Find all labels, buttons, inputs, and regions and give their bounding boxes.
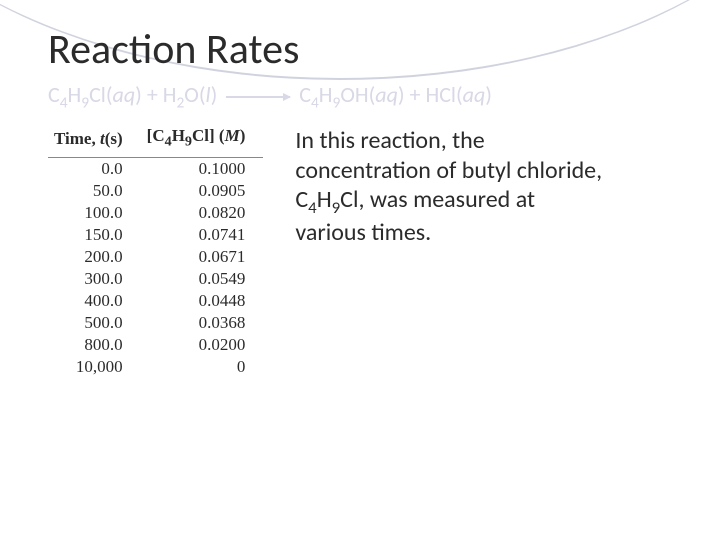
col1-prefix: Time, bbox=[54, 129, 100, 148]
cell-time: 400.0 bbox=[48, 290, 141, 312]
col2-mid: H bbox=[172, 126, 185, 145]
eq-rhs1: C4H9OH(aq) bbox=[299, 81, 404, 108]
table-row: 50.00.0905 bbox=[48, 180, 263, 202]
cell-conc: 0.0820 bbox=[141, 202, 264, 224]
cell-time: 50.0 bbox=[48, 180, 141, 202]
eq-plus2: + bbox=[410, 81, 426, 108]
cell-conc: 0.0200 bbox=[141, 334, 264, 356]
table-header-row: Time, t(s) [C4H9Cl] (M) bbox=[48, 122, 263, 157]
cell-conc: 0.0905 bbox=[141, 180, 264, 202]
eq-lhs2: H2O(l) bbox=[163, 81, 218, 108]
cell-conc: 0.0448 bbox=[141, 290, 264, 312]
cell-time: 200.0 bbox=[48, 246, 141, 268]
table-row: 0.00.1000 bbox=[48, 157, 263, 180]
data-table: Time, t(s) [C4H9Cl] (M) 0.00.100050.00.0… bbox=[48, 122, 263, 377]
cell-conc: 0.0741 bbox=[141, 224, 264, 246]
desc-s1: 4 bbox=[308, 197, 317, 218]
desc-p2: H bbox=[317, 185, 332, 214]
col2-unit: M bbox=[225, 126, 240, 145]
table-row: 500.00.0368 bbox=[48, 312, 263, 334]
eq-rhs2: HCl(aq) bbox=[425, 81, 491, 108]
cell-time: 300.0 bbox=[48, 268, 141, 290]
eq-plus1: + bbox=[147, 81, 163, 108]
table-row: 400.00.0448 bbox=[48, 290, 263, 312]
cell-time: 0.0 bbox=[48, 157, 141, 180]
col2-close: ) bbox=[240, 126, 246, 145]
slide-title: Reaction Rates bbox=[48, 24, 680, 75]
cell-conc: 0.0671 bbox=[141, 246, 264, 268]
cell-conc: 0.0549 bbox=[141, 268, 264, 290]
cell-time: 800.0 bbox=[48, 334, 141, 356]
table-row: 100.00.0820 bbox=[48, 202, 263, 224]
col1-unit: (s) bbox=[105, 129, 123, 148]
col-time-header: Time, t(s) bbox=[48, 122, 141, 157]
cell-time: 150.0 bbox=[48, 224, 141, 246]
desc-s2: 9 bbox=[332, 197, 341, 218]
col-conc-header: [C4H9Cl] (M) bbox=[141, 122, 264, 157]
table-row: 800.00.0200 bbox=[48, 334, 263, 356]
arrow-icon bbox=[226, 96, 290, 98]
col2-sub1: 4 bbox=[165, 134, 172, 150]
reaction-equation: C4H9Cl(aq) + H2O(l) C4H9OH(aq) + HCl(aq) bbox=[48, 81, 680, 112]
table-row: 10,0000 bbox=[48, 356, 263, 378]
cell-conc: 0.1000 bbox=[141, 157, 264, 180]
cell-conc: 0.0368 bbox=[141, 312, 264, 334]
cell-conc: 0 bbox=[141, 356, 264, 378]
cell-time: 500.0 bbox=[48, 312, 141, 334]
col2-sub2: 9 bbox=[185, 134, 192, 150]
table-row: 300.00.0549 bbox=[48, 268, 263, 290]
cell-time: 100.0 bbox=[48, 202, 141, 224]
cell-time: 10,000 bbox=[48, 356, 141, 378]
eq-lhs1: C4H9Cl(aq) bbox=[48, 81, 142, 108]
col2-suffix: Cl] ( bbox=[192, 126, 225, 145]
table-row: 200.00.0671 bbox=[48, 246, 263, 268]
col2-prefix: [C bbox=[147, 126, 165, 145]
description-text: In this reaction, the concentration of b… bbox=[295, 122, 605, 247]
table-row: 150.00.0741 bbox=[48, 224, 263, 246]
